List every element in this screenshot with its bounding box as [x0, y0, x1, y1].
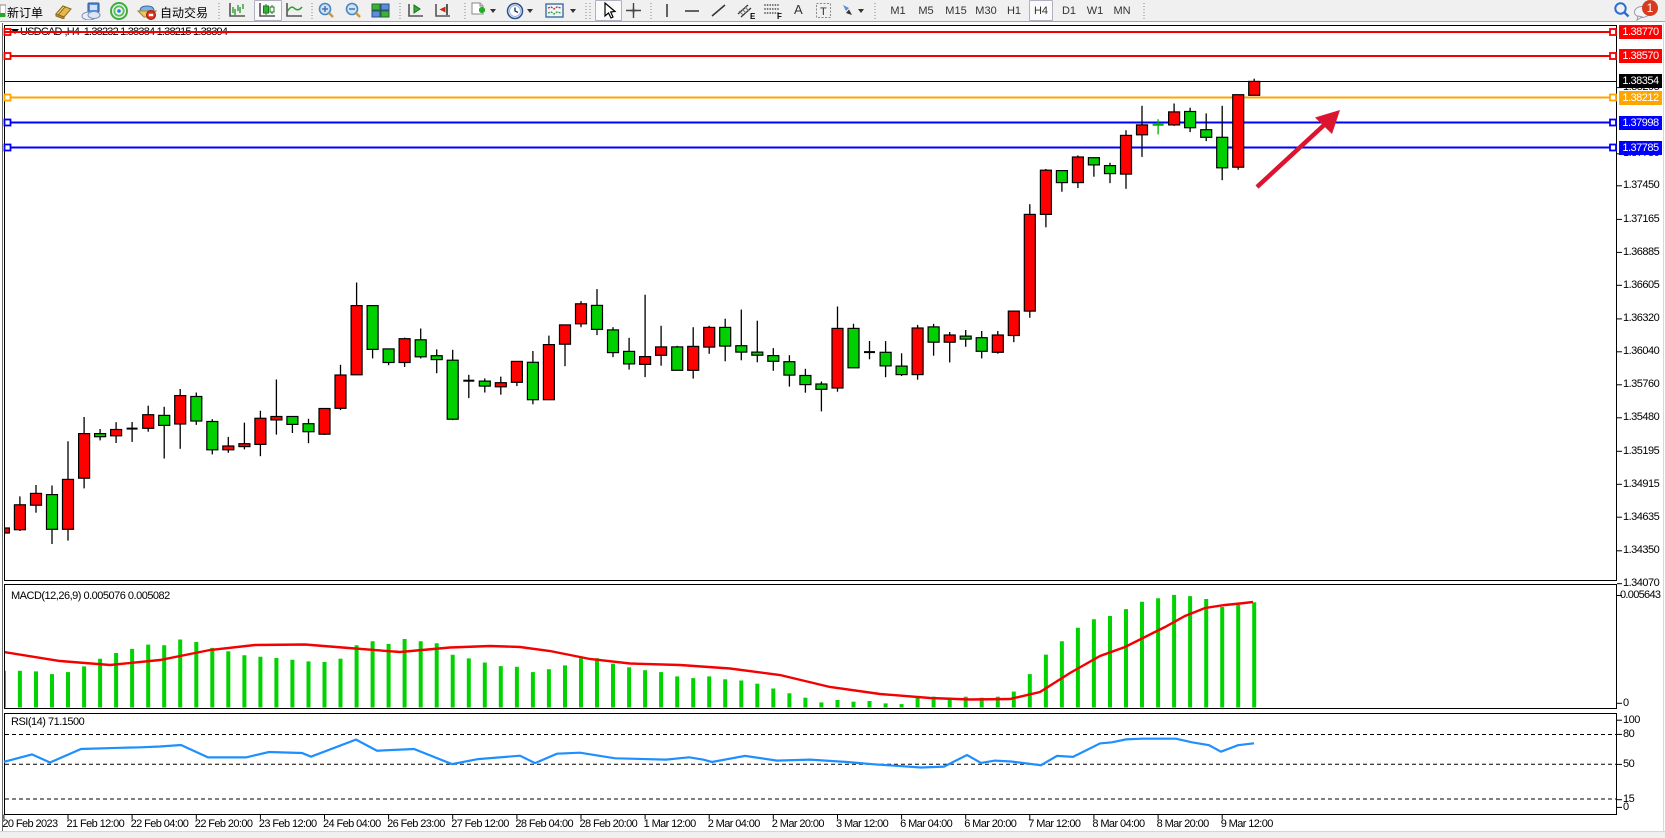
svg-text:F: F — [777, 12, 782, 20]
svg-text:E: E — [750, 12, 756, 20]
svg-text:T: T — [820, 6, 827, 18]
